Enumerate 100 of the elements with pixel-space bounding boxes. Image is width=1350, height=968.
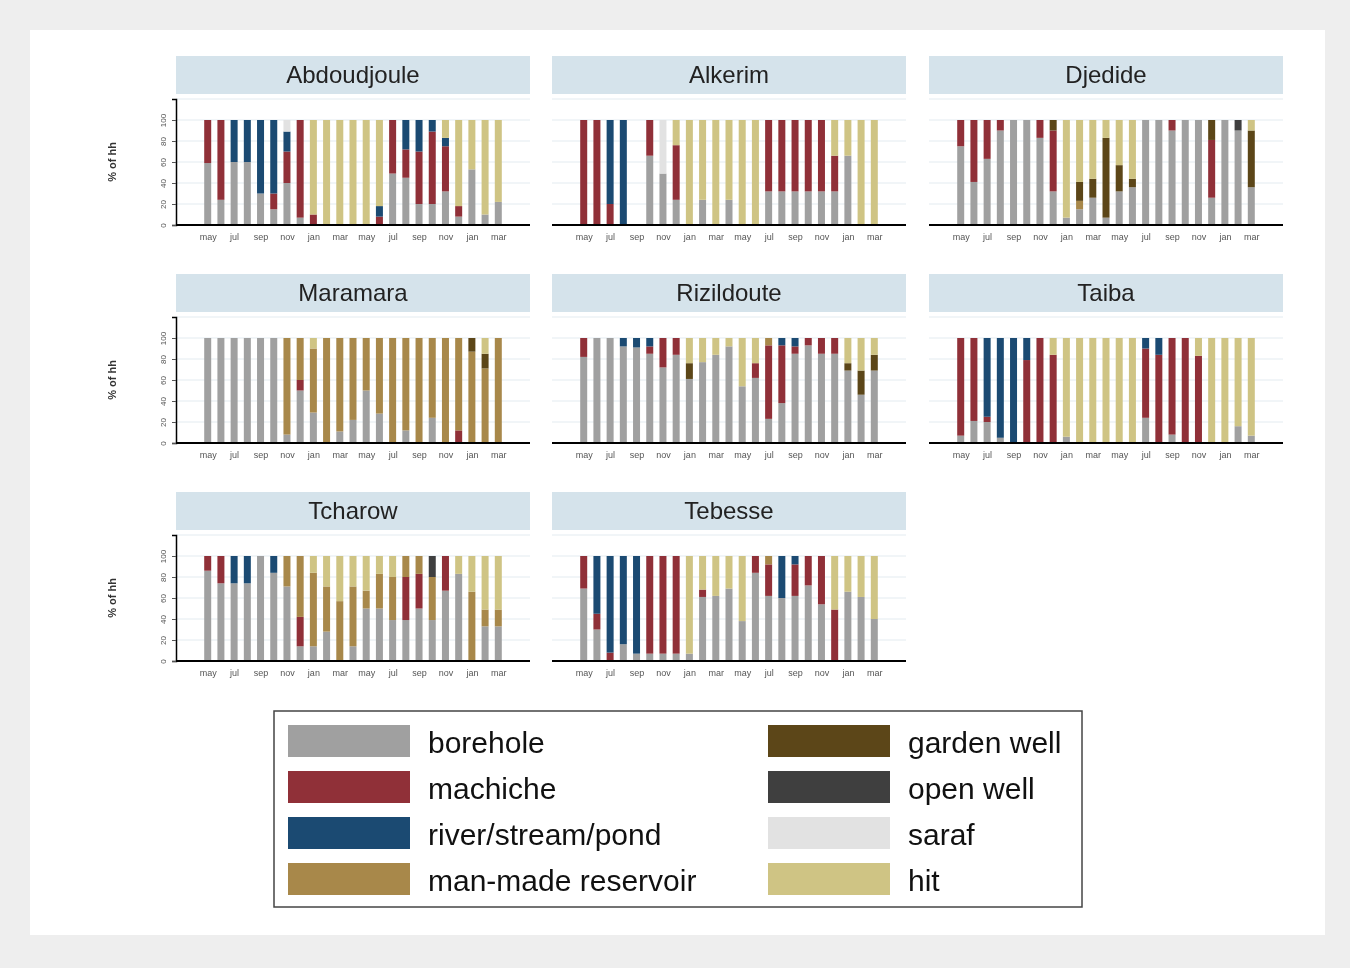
bar [1168,120,1176,131]
bar [751,120,759,225]
x-tick-label: mar [708,450,725,461]
bar [619,346,627,443]
legend-label: man-made reservoir [428,864,697,897]
bar [402,556,410,577]
x-tick-label: jan [1059,232,1073,243]
x-tick-label: nov [656,232,672,243]
bar [1208,338,1216,443]
bar [1168,130,1176,225]
bar [1036,338,1044,443]
bar [765,556,773,565]
bar [402,177,410,225]
bar [791,564,799,596]
x-tick-label: jul [1140,450,1151,461]
y-tick-label: 60 [159,157,168,167]
bar [1036,120,1044,138]
bar [1142,417,1150,443]
bar [389,556,397,577]
bar [685,120,693,225]
bar [336,556,344,602]
bar [725,556,733,589]
bar [619,556,627,645]
bar [831,556,839,610]
bar [1023,120,1031,225]
bar [309,412,317,443]
bar [204,120,212,164]
bar [580,338,588,357]
bar [389,577,397,621]
bar [983,422,991,443]
bar [362,556,370,591]
y-tick-label: 80 [159,572,168,582]
bar [593,338,601,443]
bar [699,120,707,200]
bar [257,338,265,443]
bar [699,596,707,661]
bar [1076,181,1084,201]
bar [844,370,852,443]
y-tick-label: 80 [159,136,168,146]
x-tick-label: nov [814,232,830,243]
x-tick-label: nov [814,450,830,461]
bar [309,646,317,661]
bar [1155,338,1163,355]
bar [1194,120,1202,225]
bar [296,556,304,617]
x-tick-label: sep [788,668,803,679]
bar [1208,139,1216,198]
x-tick-label: jul [387,450,398,461]
bar [593,556,601,614]
bar [455,120,463,207]
bar [1221,338,1229,443]
bar [389,173,397,225]
bar [309,120,317,215]
bar [1247,130,1255,188]
bar [468,120,476,170]
bar [415,556,423,574]
bar [1036,137,1044,225]
y-tick-label: 80 [159,354,168,364]
bar [817,556,825,605]
bar [857,394,865,443]
bar [646,556,654,654]
bar [685,378,693,443]
bar [270,193,278,210]
bar [844,120,852,156]
bar [362,390,370,443]
bar [217,583,225,661]
bar [831,338,839,354]
y-tick-label: 20 [159,635,168,645]
x-tick-label: mar [332,450,349,461]
bar [243,120,251,162]
bar [1194,338,1202,356]
bar [672,354,680,443]
bar [481,609,489,627]
bar [1076,200,1084,210]
y-axis-title: % of hh [106,141,118,182]
bar [765,418,773,443]
x-tick-label: mar [491,232,507,243]
x-tick-label: sep [788,450,803,461]
bar [309,338,317,349]
bar [857,370,865,395]
bar [375,608,383,661]
bar [1234,130,1242,225]
bar [817,353,825,443]
bar [817,338,825,354]
y-tick-label: 60 [159,375,168,385]
bar [1194,355,1202,443]
bar [283,338,291,435]
bar [1089,338,1097,443]
bar [270,209,278,225]
bar [481,626,489,661]
bar [606,120,614,204]
bar [455,573,463,661]
bar [494,338,502,443]
bar [817,120,825,192]
chart-title: Tcharow [308,497,399,524]
bar [362,120,370,225]
bar [712,556,720,596]
bar [672,145,680,200]
bar [606,204,614,225]
x-tick-label: may [575,232,594,243]
